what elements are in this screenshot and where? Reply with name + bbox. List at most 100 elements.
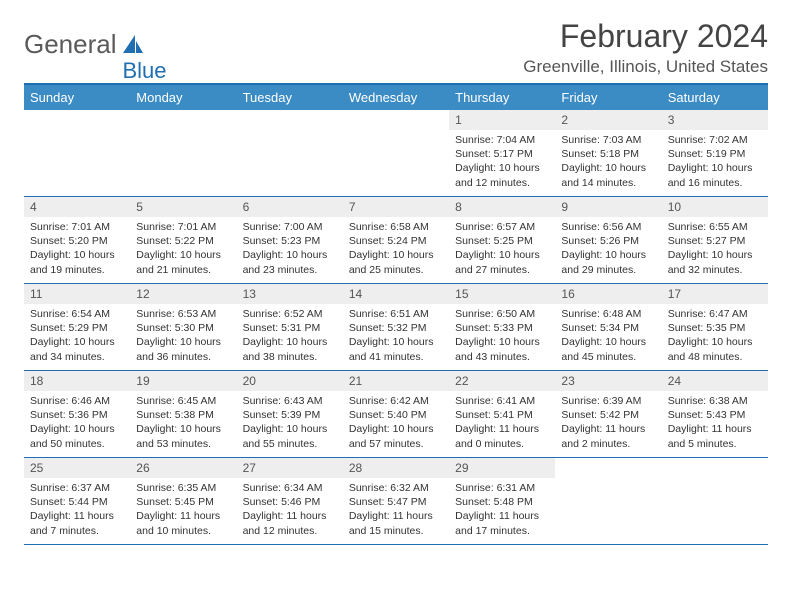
sunset-line: Sunset: 5:25 PM [455,234,549,248]
sunrise-line: Sunrise: 6:34 AM [243,481,337,495]
sunrise-line: Sunrise: 6:47 AM [668,307,762,321]
sunrise-line: Sunrise: 7:00 AM [243,220,337,234]
day-cell: 14Sunrise: 6:51 AMSunset: 5:32 PMDayligh… [343,284,449,370]
daylight-line: Daylight: 10 hours and 27 minutes. [455,248,549,276]
sunset-line: Sunset: 5:47 PM [349,495,443,509]
day-number: 15 [449,284,555,304]
day-info: Sunrise: 7:02 AMSunset: 5:19 PMDaylight:… [662,130,768,196]
daylight-line: Daylight: 10 hours and 23 minutes. [243,248,337,276]
sunrise-line: Sunrise: 6:37 AM [30,481,124,495]
day-cell: 7Sunrise: 6:58 AMSunset: 5:24 PMDaylight… [343,197,449,283]
day-number: 18 [24,371,130,391]
sunrise-line: Sunrise: 7:01 AM [30,220,124,234]
sunset-line: Sunset: 5:17 PM [455,147,549,161]
daylight-line: Daylight: 10 hours and 36 minutes. [136,335,230,363]
day-header-cell: Sunday [24,85,130,110]
sunrise-line: Sunrise: 6:35 AM [136,481,230,495]
sunset-line: Sunset: 5:32 PM [349,321,443,335]
day-number: 12 [130,284,236,304]
day-number: 29 [449,458,555,478]
empty-cell [24,110,130,196]
day-cell: 1Sunrise: 7:04 AMSunset: 5:17 PMDaylight… [449,110,555,196]
day-cell: 24Sunrise: 6:38 AMSunset: 5:43 PMDayligh… [662,371,768,457]
day-info: Sunrise: 7:01 AMSunset: 5:22 PMDaylight:… [130,217,236,283]
day-cell: 4Sunrise: 7:01 AMSunset: 5:20 PMDaylight… [24,197,130,283]
day-header-row: SundayMondayTuesdayWednesdayThursdayFrid… [24,85,768,110]
day-number: 26 [130,458,236,478]
day-info: Sunrise: 6:53 AMSunset: 5:30 PMDaylight:… [130,304,236,370]
week-row: 18Sunrise: 6:46 AMSunset: 5:36 PMDayligh… [24,371,768,458]
daylight-line: Daylight: 11 hours and 7 minutes. [30,509,124,537]
day-cell: 26Sunrise: 6:35 AMSunset: 5:45 PMDayligh… [130,458,236,544]
day-number: 23 [555,371,661,391]
daylight-line: Daylight: 10 hours and 14 minutes. [561,161,655,189]
sunset-line: Sunset: 5:40 PM [349,408,443,422]
logo-sail-icon [121,33,145,55]
sunset-line: Sunset: 5:31 PM [243,321,337,335]
daylight-line: Daylight: 11 hours and 2 minutes. [561,422,655,450]
week-row: 1Sunrise: 7:04 AMSunset: 5:17 PMDaylight… [24,110,768,197]
sunrise-line: Sunrise: 6:46 AM [30,394,124,408]
daylight-line: Daylight: 10 hours and 41 minutes. [349,335,443,363]
daylight-line: Daylight: 11 hours and 10 minutes. [136,509,230,537]
day-number: 3 [662,110,768,130]
day-cell: 17Sunrise: 6:47 AMSunset: 5:35 PMDayligh… [662,284,768,370]
sunrise-line: Sunrise: 7:04 AM [455,133,549,147]
daylight-line: Daylight: 10 hours and 55 minutes. [243,422,337,450]
day-info: Sunrise: 6:57 AMSunset: 5:25 PMDaylight:… [449,217,555,283]
day-info: Sunrise: 7:00 AMSunset: 5:23 PMDaylight:… [237,217,343,283]
sunset-line: Sunset: 5:48 PM [455,495,549,509]
day-cell: 19Sunrise: 6:45 AMSunset: 5:38 PMDayligh… [130,371,236,457]
day-info: Sunrise: 6:45 AMSunset: 5:38 PMDaylight:… [130,391,236,457]
sunrise-line: Sunrise: 6:45 AM [136,394,230,408]
day-info: Sunrise: 6:43 AMSunset: 5:39 PMDaylight:… [237,391,343,457]
day-info: Sunrise: 6:31 AMSunset: 5:48 PMDaylight:… [449,478,555,544]
day-info: Sunrise: 6:46 AMSunset: 5:36 PMDaylight:… [24,391,130,457]
title-block: February 2024 Greenville, Illinois, Unit… [523,18,768,77]
day-info: Sunrise: 6:47 AMSunset: 5:35 PMDaylight:… [662,304,768,370]
day-number: 22 [449,371,555,391]
day-number: 13 [237,284,343,304]
day-cell: 10Sunrise: 6:55 AMSunset: 5:27 PMDayligh… [662,197,768,283]
daylight-line: Daylight: 10 hours and 12 minutes. [455,161,549,189]
daylight-line: Daylight: 10 hours and 25 minutes. [349,248,443,276]
day-info: Sunrise: 6:39 AMSunset: 5:42 PMDaylight:… [555,391,661,457]
empty-cell [130,110,236,196]
day-cell: 16Sunrise: 6:48 AMSunset: 5:34 PMDayligh… [555,284,661,370]
day-cell: 8Sunrise: 6:57 AMSunset: 5:25 PMDaylight… [449,197,555,283]
sunset-line: Sunset: 5:35 PM [668,321,762,335]
daylight-line: Daylight: 10 hours and 53 minutes. [136,422,230,450]
sunrise-line: Sunrise: 7:03 AM [561,133,655,147]
day-info: Sunrise: 6:58 AMSunset: 5:24 PMDaylight:… [343,217,449,283]
sunrise-line: Sunrise: 6:56 AM [561,220,655,234]
daylight-line: Daylight: 11 hours and 12 minutes. [243,509,337,537]
day-number: 11 [24,284,130,304]
sunrise-line: Sunrise: 6:52 AM [243,307,337,321]
daylight-line: Daylight: 10 hours and 45 minutes. [561,335,655,363]
sunset-line: Sunset: 5:18 PM [561,147,655,161]
day-header-cell: Wednesday [343,85,449,110]
location: Greenville, Illinois, United States [523,57,768,77]
sunrise-line: Sunrise: 6:48 AM [561,307,655,321]
day-number: 5 [130,197,236,217]
daylight-line: Daylight: 10 hours and 57 minutes. [349,422,443,450]
day-info: Sunrise: 6:51 AMSunset: 5:32 PMDaylight:… [343,304,449,370]
sunset-line: Sunset: 5:38 PM [136,408,230,422]
daylight-line: Daylight: 11 hours and 17 minutes. [455,509,549,537]
daylight-line: Daylight: 10 hours and 29 minutes. [561,248,655,276]
day-number: 21 [343,371,449,391]
day-number: 2 [555,110,661,130]
sunset-line: Sunset: 5:20 PM [30,234,124,248]
daylight-line: Daylight: 10 hours and 43 minutes. [455,335,549,363]
day-cell: 18Sunrise: 6:46 AMSunset: 5:36 PMDayligh… [24,371,130,457]
day-number: 28 [343,458,449,478]
day-cell: 3Sunrise: 7:02 AMSunset: 5:19 PMDaylight… [662,110,768,196]
sunrise-line: Sunrise: 6:41 AM [455,394,549,408]
day-info: Sunrise: 6:55 AMSunset: 5:27 PMDaylight:… [662,217,768,283]
day-cell: 11Sunrise: 6:54 AMSunset: 5:29 PMDayligh… [24,284,130,370]
logo: General Blue [24,18,167,70]
daylight-line: Daylight: 10 hours and 21 minutes. [136,248,230,276]
day-number: 17 [662,284,768,304]
sunset-line: Sunset: 5:23 PM [243,234,337,248]
day-cell: 13Sunrise: 6:52 AMSunset: 5:31 PMDayligh… [237,284,343,370]
